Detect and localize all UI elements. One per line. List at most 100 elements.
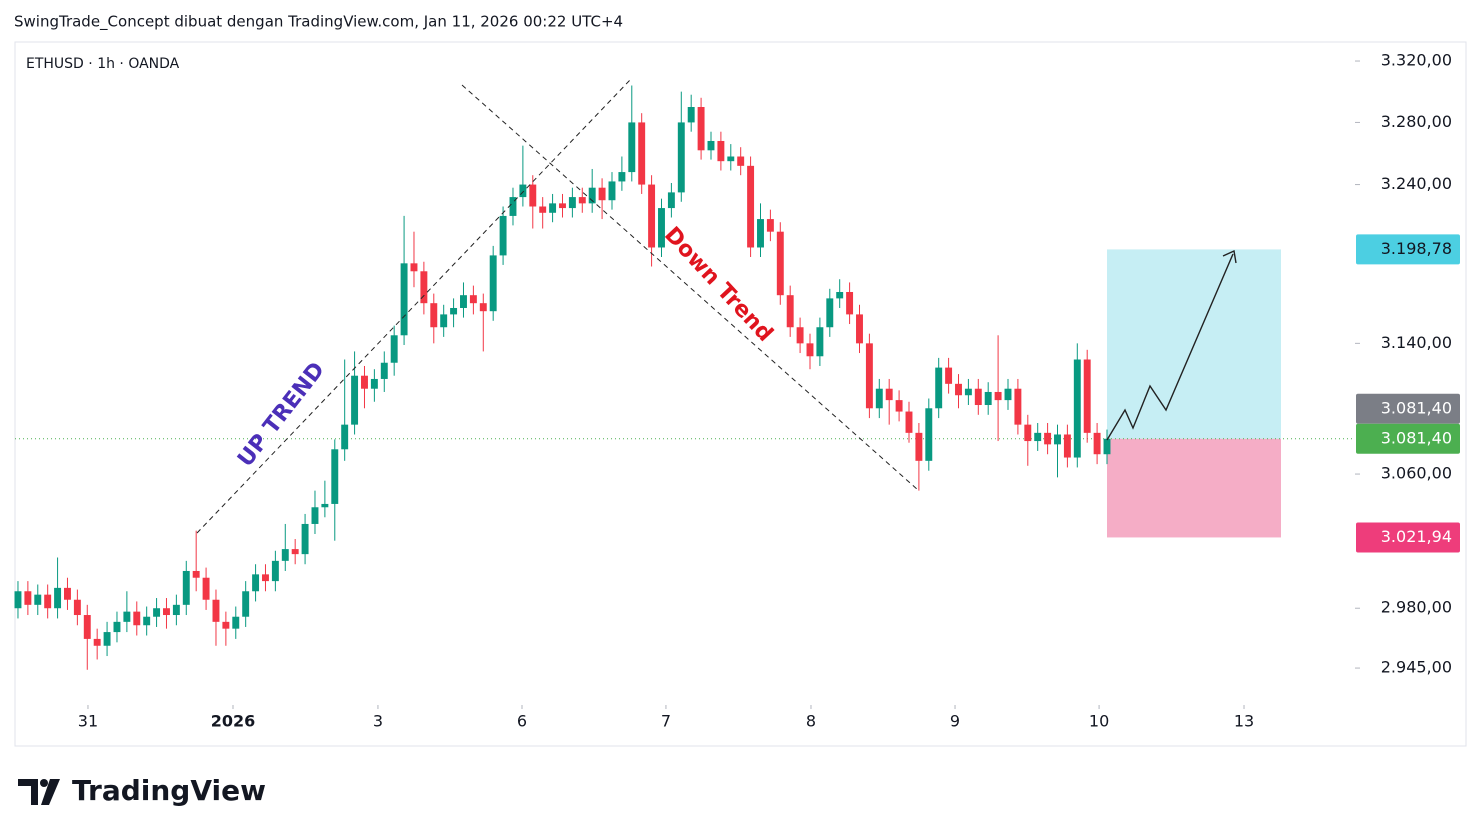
brand-logo [18, 779, 60, 805]
candle-body [539, 206, 547, 213]
candle-body [1044, 432, 1052, 445]
x-tick-label: 9 [950, 712, 960, 731]
candle-body [598, 187, 606, 201]
candle-body [311, 507, 319, 524]
candle-body [469, 295, 477, 304]
candle-body [846, 291, 854, 315]
price-label-box [1356, 234, 1460, 265]
candle-body [34, 594, 42, 605]
candle-body [64, 587, 71, 600]
y-tick-label: 3.280,00 [1381, 112, 1452, 131]
x-tick-label: 10 [1089, 712, 1109, 731]
candle-body [93, 638, 101, 646]
price-label-box [1356, 423, 1460, 454]
candle-body [420, 271, 428, 304]
candle-body [1054, 434, 1061, 445]
candle-body [54, 587, 62, 609]
candle-body [1034, 432, 1042, 442]
candle-body [717, 140, 725, 162]
candle-body [667, 192, 675, 209]
candle-body [737, 156, 745, 166]
candle-body [400, 263, 408, 336]
candle-body [1004, 388, 1012, 401]
candle-body [955, 383, 962, 396]
candle-body [826, 298, 834, 328]
y-tick-label: 3.240,00 [1381, 174, 1452, 193]
candle-body [915, 432, 923, 461]
candle-body [905, 411, 913, 433]
candle-body [945, 367, 953, 384]
y-tick-label: 3.140,00 [1381, 333, 1452, 352]
candle-body [163, 608, 170, 616]
price-label: 3.198,78 [1381, 239, 1452, 258]
candle-body [509, 197, 517, 216]
candle-body [262, 574, 269, 582]
candle-body [489, 255, 497, 312]
candle-body [707, 140, 715, 151]
price-label: 3.021,94 [1381, 527, 1452, 546]
header-title: SwingTrade_Concept dibuat dengan Trading… [14, 13, 623, 32]
candle-body [786, 295, 794, 328]
candle-body [806, 343, 814, 357]
candle-body [242, 591, 250, 617]
y-tick-label: 2.945,00 [1381, 658, 1452, 677]
candle-body [935, 367, 943, 409]
x-tick-label: 7 [661, 712, 671, 731]
x-tick-label: 8 [806, 712, 816, 731]
candle-body [331, 449, 339, 504]
candle-body [1083, 359, 1091, 433]
candle-body [836, 291, 844, 299]
candle-body [202, 577, 210, 600]
candle-body [73, 599, 81, 616]
x-tick-label: 31 [78, 712, 98, 731]
candle-body [618, 172, 626, 182]
candle-body [83, 615, 91, 639]
candle-body [341, 424, 349, 450]
candle-body [1073, 359, 1081, 458]
down-trend-line [461, 84, 919, 491]
price-label: 3.081,40 [1381, 428, 1452, 447]
candle-body [964, 388, 972, 396]
candle-body [856, 314, 863, 344]
candle-body [628, 122, 636, 173]
candle-body [568, 197, 576, 209]
candle-body [291, 549, 299, 555]
candle-body [578, 197, 586, 204]
candle-body [658, 208, 665, 248]
brand-name: TradingView [72, 774, 266, 807]
stop-zone [1106, 438, 1281, 538]
candle-body [450, 307, 458, 315]
candle-body [361, 375, 368, 389]
candle-body [133, 611, 141, 626]
candle-body [1063, 434, 1071, 458]
up-trend-line [196, 79, 631, 534]
candle-body [232, 616, 240, 629]
candle-body [816, 327, 824, 357]
candle-body [974, 388, 982, 406]
candle-body [776, 231, 784, 296]
candle-body [994, 391, 1002, 401]
price-label-box [1356, 393, 1460, 424]
candle-body [430, 303, 438, 328]
candle-body [440, 314, 448, 328]
candle-body [479, 303, 487, 312]
candle-body [44, 594, 52, 609]
candle-body [588, 187, 596, 204]
candle-body [1024, 424, 1032, 442]
candle-body [172, 604, 180, 616]
candle-body [123, 611, 131, 622]
candle-body [24, 591, 32, 605]
candle-body [460, 295, 467, 308]
x-tick-label: 13 [1234, 712, 1254, 731]
candle-body [529, 184, 537, 207]
x-tick-label: 2026 [211, 712, 256, 731]
candle-body [608, 181, 616, 201]
candle-body [677, 122, 685, 193]
candle-body [192, 570, 200, 578]
price-label: 3.081,40 [1381, 398, 1452, 417]
candle-body [252, 574, 260, 592]
candle-body [559, 203, 566, 209]
candle-body [875, 388, 883, 409]
candle-body [648, 184, 656, 248]
